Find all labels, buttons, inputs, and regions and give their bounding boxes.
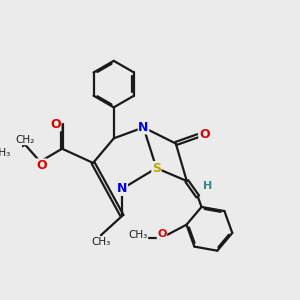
Text: CH₃: CH₃: [91, 237, 110, 247]
Text: O: O: [36, 159, 47, 172]
Text: N: N: [117, 182, 128, 195]
Text: N: N: [138, 121, 149, 134]
Text: S: S: [152, 162, 161, 175]
Text: CH₃: CH₃: [0, 148, 10, 158]
Text: CH₃: CH₃: [128, 230, 148, 240]
Text: H: H: [203, 181, 213, 191]
Text: O: O: [157, 229, 167, 239]
Text: O: O: [199, 128, 209, 141]
Text: CH₂: CH₂: [16, 135, 35, 145]
Text: O: O: [50, 118, 61, 131]
